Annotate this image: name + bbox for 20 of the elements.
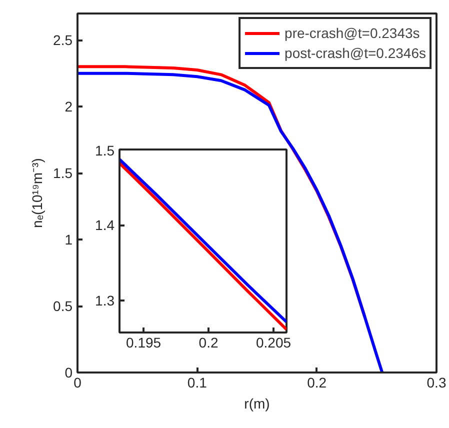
y-tick-label: 1.4 xyxy=(95,217,115,234)
y-tick-label: 1.5 xyxy=(53,165,73,182)
legend-label: post-crash@t=0.2346s xyxy=(284,45,426,61)
y-tick-label: 2.5 xyxy=(53,32,73,48)
x-tick-label: 0.2 xyxy=(198,334,218,350)
x-tick-label: 0.205 xyxy=(256,334,292,350)
y-tick-label: 2 xyxy=(64,98,73,115)
y-axis-title: nₑ(10¹⁹m⁻³) xyxy=(29,158,46,228)
y-tick-label: 1.5 xyxy=(95,142,115,158)
x-tick-label: 0.195 xyxy=(126,334,162,350)
x-axis-title: r(m) xyxy=(244,396,270,412)
y-tick-label: 1 xyxy=(64,232,73,248)
x-tick-label: 0.3 xyxy=(426,374,446,390)
x-tick-label: 0.1 xyxy=(187,374,208,390)
y-tick-label: 1.3 xyxy=(95,292,115,309)
x-tick-label: 0.2 xyxy=(307,374,327,390)
y-tick-label: 0.5 xyxy=(53,298,73,314)
line-series xyxy=(78,72,384,372)
y-tick-label: 0 xyxy=(64,364,73,380)
legend-label: pre-crash@t=0.2343s xyxy=(284,25,420,41)
